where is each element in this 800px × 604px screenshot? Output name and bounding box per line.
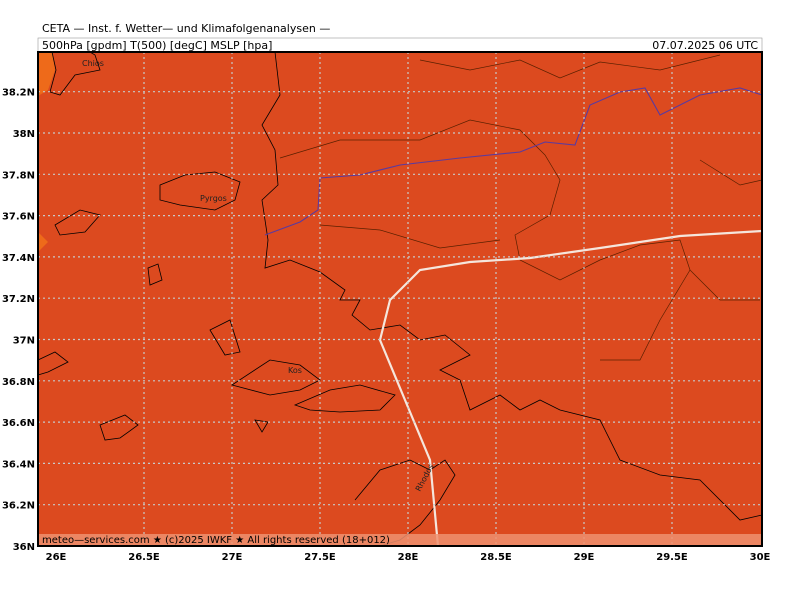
lon-label: 26.5E [128, 552, 160, 563]
borders [264, 54, 763, 361]
temperature-field [38, 52, 762, 546]
place-label: Chios [82, 59, 104, 68]
lat-label: 36N [13, 542, 35, 553]
coastlines [37, 51, 763, 547]
header-title: CETA — Inst. f. Wetter— und Klimafolgena… [42, 22, 330, 35]
lat-label: 37N [13, 336, 35, 347]
lat-label: 36.6N [2, 418, 35, 429]
map-frame [37, 51, 763, 547]
warm-patch [38, 52, 55, 96]
lon-label: 29E [574, 552, 595, 563]
lat-label: 37.8N [2, 170, 35, 181]
place-label: Pyrgos [200, 194, 227, 203]
lat-label: 38N [13, 129, 35, 140]
place-label: Kos [288, 366, 302, 375]
footer-text: meteo—services.com ★ (c)2025 IWKF ★ All … [42, 535, 390, 546]
isobar [378, 229, 763, 547]
lat-label: 36.2N [2, 501, 35, 512]
lat-label: 37.4N [2, 253, 35, 264]
lon-label: 28.5E [480, 552, 512, 563]
footer-bar [38, 534, 762, 546]
warm-patch [38, 232, 48, 252]
lon-label: 27.5E [304, 552, 336, 563]
lon-label: 27E [222, 552, 243, 563]
lat-label: 37.2N [2, 294, 35, 305]
graticule [38, 52, 762, 546]
lat-label: 36.4N [2, 459, 35, 470]
header-datetime: 07.07.2025 06 UTC [652, 39, 758, 52]
lat-label: 36.8N [2, 377, 35, 388]
header-fields: 500hPa [gpdm] T(500) [degC] MSLP [hpa] [42, 39, 272, 52]
lon-label: 30E [750, 552, 771, 563]
lon-label: 26E [46, 552, 67, 563]
lon-label: 28E [398, 552, 419, 563]
lat-label: 37.6N [2, 212, 35, 223]
lon-label: 29.5E [656, 552, 688, 563]
lat-label: 38.2N [2, 88, 35, 99]
